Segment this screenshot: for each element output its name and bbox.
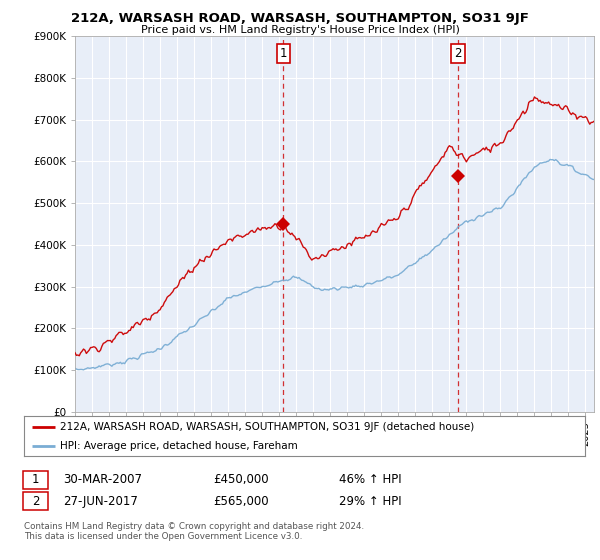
Text: 29% ↑ HPI: 29% ↑ HPI — [339, 494, 401, 508]
Text: 212A, WARSASH ROAD, WARSASH, SOUTHAMPTON, SO31 9JF: 212A, WARSASH ROAD, WARSASH, SOUTHAMPTON… — [71, 12, 529, 25]
Text: £450,000: £450,000 — [213, 473, 269, 487]
Text: HPI: Average price, detached house, Fareham: HPI: Average price, detached house, Fare… — [61, 441, 298, 451]
Text: 1: 1 — [32, 473, 39, 487]
Text: 212A, WARSASH ROAD, WARSASH, SOUTHAMPTON, SO31 9JF (detached house): 212A, WARSASH ROAD, WARSASH, SOUTHAMPTON… — [61, 422, 475, 432]
Text: Price paid vs. HM Land Registry's House Price Index (HPI): Price paid vs. HM Land Registry's House … — [140, 25, 460, 35]
Text: 30-MAR-2007: 30-MAR-2007 — [63, 473, 142, 487]
Text: 46% ↑ HPI: 46% ↑ HPI — [339, 473, 401, 487]
Text: 27-JUN-2017: 27-JUN-2017 — [63, 494, 138, 508]
Text: 1: 1 — [280, 48, 287, 60]
Text: 2: 2 — [454, 48, 461, 60]
Text: £565,000: £565,000 — [213, 494, 269, 508]
Text: 2: 2 — [32, 494, 39, 508]
Text: Contains HM Land Registry data © Crown copyright and database right 2024.
This d: Contains HM Land Registry data © Crown c… — [24, 522, 364, 542]
